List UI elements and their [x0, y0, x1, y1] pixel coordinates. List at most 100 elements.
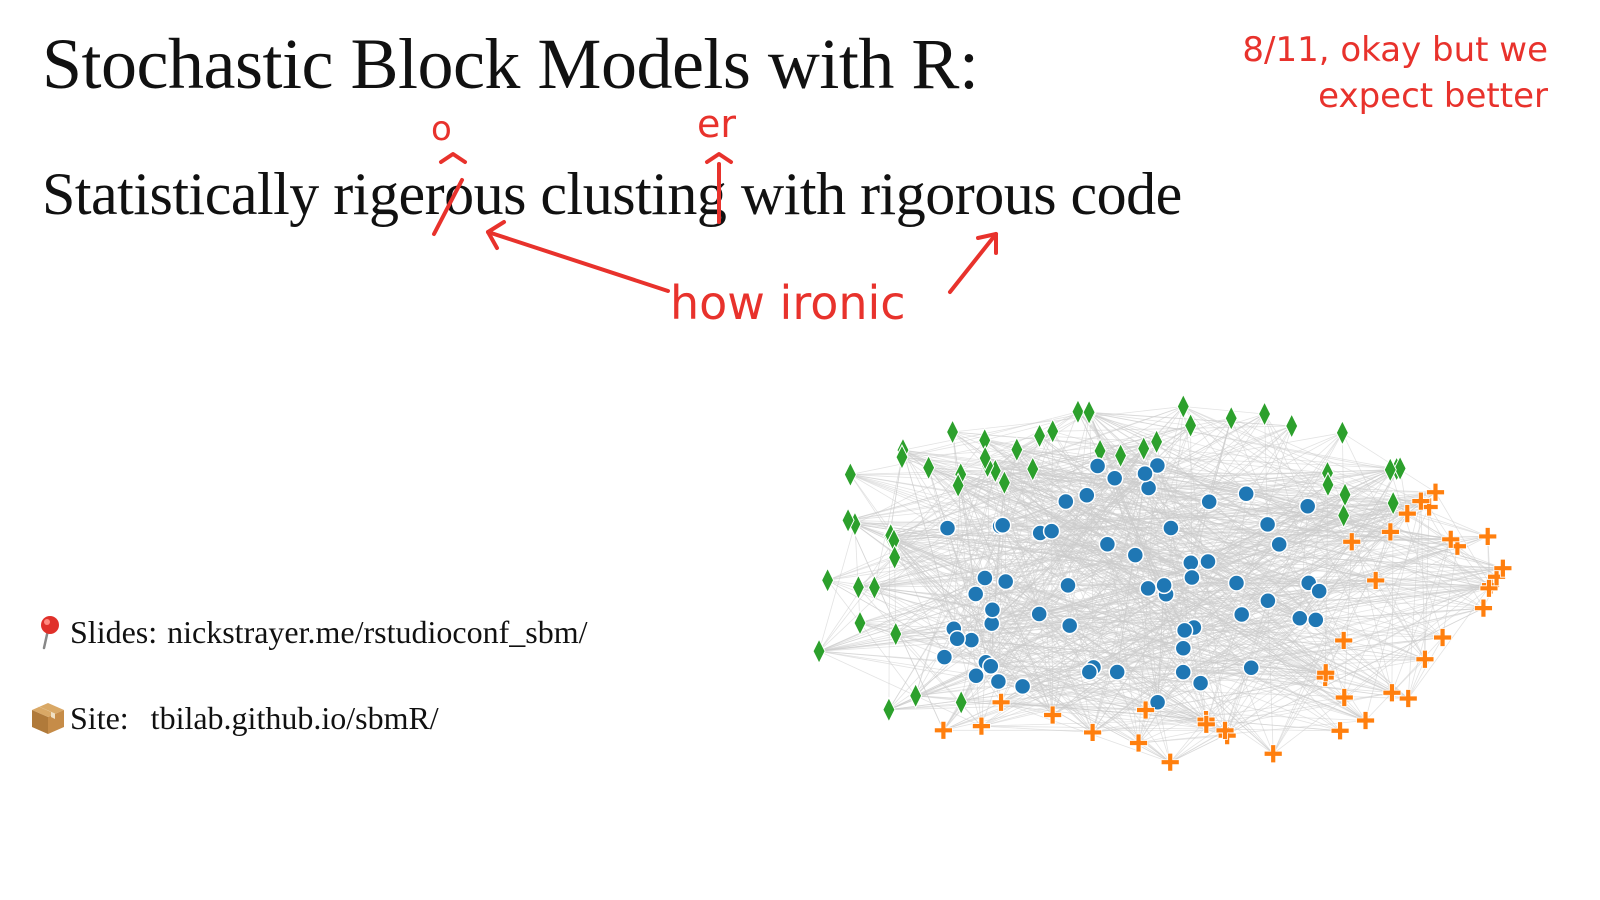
network-edge	[1272, 640, 1345, 754]
network-node-cross	[1316, 663, 1336, 683]
network-edge	[1000, 465, 1098, 703]
network-edge	[819, 567, 1503, 652]
network-edge	[1089, 411, 1191, 426]
network-edge	[1200, 590, 1320, 684]
network-edge	[991, 623, 1146, 711]
network-node-diamond	[1046, 418, 1060, 445]
network-edge	[1365, 501, 1422, 721]
network-node-diamond	[1258, 400, 1272, 428]
network-edge	[858, 494, 1087, 588]
network-edge	[1002, 506, 1430, 526]
network-node-cross	[1441, 529, 1461, 549]
network-edge	[991, 619, 1316, 624]
network-node-circle	[1108, 663, 1126, 681]
network-edge	[1016, 449, 1069, 586]
network-node-cross	[991, 692, 1011, 712]
network-node-cross	[1433, 628, 1452, 647]
network-node-diamond	[1114, 442, 1128, 469]
network-edge	[859, 622, 987, 663]
network-edge	[943, 671, 1118, 731]
network-edge	[1092, 677, 1326, 733]
network-edge	[1051, 500, 1421, 532]
network-node-circle	[967, 666, 985, 685]
network-edge	[1000, 701, 1207, 720]
network-edge	[1116, 671, 1139, 744]
network-edge	[1089, 412, 1397, 470]
network-edge	[1183, 406, 1328, 474]
site-url-link[interactable]: tbilab.github.io/sbmR/	[150, 700, 439, 736]
network-edge	[889, 535, 1192, 578]
network-edge	[1089, 630, 1185, 673]
network-edge	[1145, 658, 1425, 711]
network-edge	[850, 474, 1326, 678]
network-node-cross	[1334, 631, 1354, 650]
network-edge	[1039, 435, 1326, 678]
network-node-diamond	[851, 574, 865, 601]
network-node-circle	[1139, 579, 1157, 598]
network-node-cross	[1398, 689, 1418, 708]
network-node-cross	[1129, 733, 1148, 753]
network-node-circle	[966, 585, 985, 603]
network-edge	[1246, 484, 1329, 495]
network-edge	[1351, 538, 1451, 543]
network-edge	[1016, 449, 1040, 615]
network-edge	[915, 406, 1184, 696]
network-edge	[1375, 580, 1426, 660]
network-node-diamond	[1150, 428, 1164, 455]
network-node-cross	[1160, 752, 1180, 772]
site-link-line: Site: tbilab.github.io/sbmR/	[30, 700, 439, 736]
network-node-circle	[935, 648, 954, 666]
network-edge	[1088, 412, 1409, 699]
network-node-circle	[983, 601, 1002, 619]
network-edge	[1016, 449, 1352, 543]
network-node-circle	[1080, 663, 1099, 681]
network-node-diamond	[909, 682, 923, 709]
network-node-diamond	[882, 696, 896, 723]
network-node-circle	[1232, 605, 1251, 624]
network-edge	[1307, 505, 1391, 533]
network-node-circle	[1059, 576, 1077, 595]
network-node-cross	[1426, 482, 1445, 502]
network-edge	[995, 470, 1451, 540]
network-edge	[890, 534, 1503, 569]
network-node-diamond	[867, 574, 881, 601]
network-edge	[1052, 430, 1308, 507]
network-node-diamond	[1393, 455, 1407, 482]
network-edge	[1016, 449, 1326, 678]
network-edge	[894, 557, 1366, 721]
network-edge	[818, 523, 856, 652]
network-edge	[827, 579, 916, 696]
network-edge	[957, 485, 1139, 744]
package-icon	[32, 703, 64, 734]
network-edge	[1299, 506, 1309, 619]
network-edge	[1089, 619, 1316, 673]
network-edge	[981, 530, 1052, 727]
insert-caret-o	[439, 152, 467, 164]
network-node-diamond	[843, 461, 857, 488]
network-edge	[1183, 406, 1265, 415]
network-node-circle	[1298, 497, 1317, 515]
network-node-cross	[1083, 723, 1103, 742]
network-edge	[889, 535, 1171, 763]
network-node-cross	[1196, 714, 1216, 734]
network-edge	[1226, 640, 1344, 736]
network-edge	[890, 535, 955, 629]
network-edge	[960, 474, 977, 595]
network-edge	[1016, 449, 1247, 495]
network-edge	[1183, 647, 1366, 721]
network-edge	[818, 432, 1343, 652]
network-node-circle	[1060, 616, 1079, 635]
network-edge	[1208, 501, 1320, 592]
network-edge	[1051, 530, 1326, 674]
network-edge	[984, 577, 1090, 673]
network-edge	[818, 577, 986, 652]
network-node-diamond	[946, 418, 960, 446]
network-node-diamond	[1082, 399, 1096, 426]
network-edge	[827, 579, 1093, 733]
network-edge	[1089, 412, 1094, 668]
network-edge	[943, 478, 1116, 731]
slides-url-link[interactable]: nickstrayer.me/rstudioconf_sbm/	[167, 614, 588, 650]
network-edge	[902, 449, 1320, 592]
network-edge	[915, 628, 955, 696]
network-edge	[1144, 473, 1394, 504]
